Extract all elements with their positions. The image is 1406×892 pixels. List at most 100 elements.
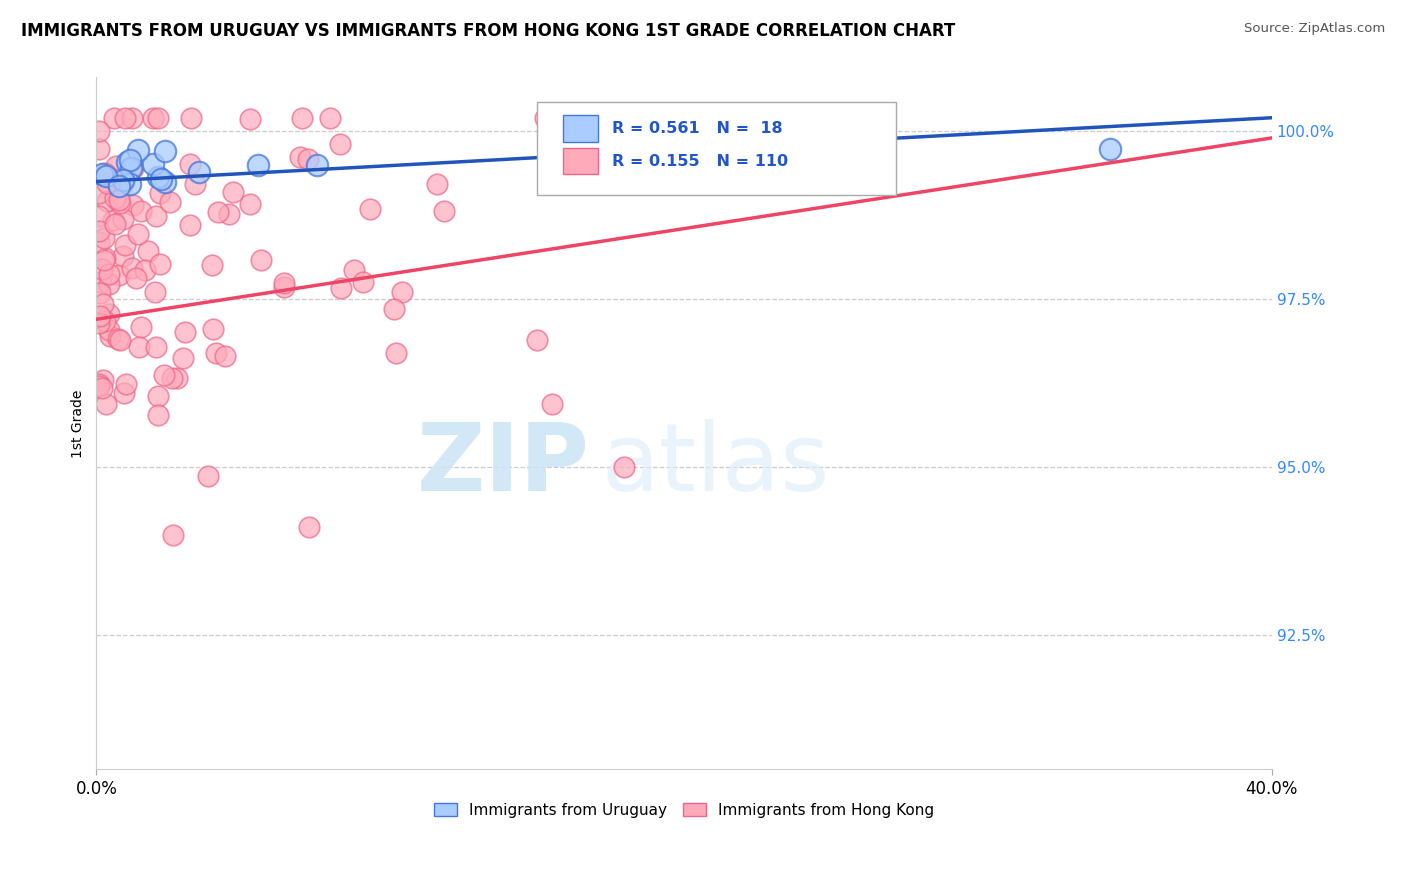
Point (89, 275, 111, 289)
Point (127, 227, 149, 241)
Point (120, 161, 142, 175)
Point (1099, 142, 1122, 156)
Point (143, 285, 166, 300)
Point (91, 167, 114, 181)
Point (108, 268, 131, 283)
Point (173, 325, 195, 339)
Point (329, 137, 352, 152)
Point (188, 165, 211, 179)
Point (152, 368, 174, 383)
Point (89, 286, 111, 301)
Point (129, 319, 152, 334)
Y-axis label: 1st Grade: 1st Grade (72, 389, 86, 458)
Point (93, 253, 115, 268)
Point (91, 373, 114, 387)
Point (89, 224, 111, 238)
Point (149, 186, 172, 200)
Point (197, 469, 219, 483)
Point (172, 351, 194, 366)
Point (104, 191, 127, 205)
Point (114, 376, 136, 391)
Point (298, 519, 321, 533)
Point (184, 177, 207, 191)
Point (125, 270, 148, 285)
Point (115, 155, 138, 169)
Point (150, 172, 173, 186)
Point (97, 277, 120, 291)
Point (297, 152, 319, 166)
Point (111, 249, 134, 263)
Point (145, 340, 167, 354)
Point (179, 157, 201, 171)
Point (145, 210, 167, 224)
Point (305, 158, 328, 172)
Point (110, 195, 132, 210)
Point (330, 281, 353, 295)
Point (162, 528, 184, 542)
Point (98, 328, 121, 343)
Point (90, 381, 112, 395)
Point (89, 309, 111, 323)
Point (94, 397, 117, 411)
Point (155, 145, 177, 159)
Point (94, 314, 117, 328)
Text: Source: ZipAtlas.com: Source: ZipAtlas.com (1244, 22, 1385, 36)
Legend: Immigrants from Uruguay, Immigrants from Hong Kong: Immigrants from Uruguay, Immigrants from… (429, 797, 941, 824)
Point (96, 176, 118, 190)
Point (114, 176, 136, 190)
Point (105, 159, 128, 173)
Point (204, 346, 226, 360)
Point (384, 346, 406, 360)
Point (288, 150, 311, 164)
Point (162, 370, 184, 384)
Point (352, 275, 374, 289)
Point (89, 186, 111, 201)
Point (149, 257, 172, 271)
Point (127, 144, 149, 158)
Point (159, 195, 181, 210)
Point (343, 262, 366, 277)
Point (114, 111, 136, 125)
Point (526, 333, 548, 347)
Point (118, 153, 141, 167)
Bar (562, 148, 599, 174)
Point (250, 252, 273, 267)
Point (613, 460, 636, 475)
Text: R = 0.155   N = 110: R = 0.155 N = 110 (613, 153, 789, 169)
Point (214, 349, 236, 363)
Text: R = 0.561   N =  18: R = 0.561 N = 18 (613, 121, 783, 136)
Text: atlas: atlas (602, 419, 830, 511)
Point (146, 389, 169, 403)
Point (180, 111, 202, 125)
Point (107, 193, 129, 207)
Point (273, 276, 295, 290)
Point (114, 238, 136, 252)
Point (142, 111, 165, 125)
Point (534, 111, 557, 125)
Point (101, 213, 124, 227)
Point (291, 111, 314, 125)
Point (112, 173, 135, 187)
Point (89, 124, 111, 138)
Point (97, 267, 120, 281)
Point (89, 316, 111, 330)
Point (134, 263, 156, 277)
Point (89, 235, 111, 249)
Point (129, 204, 152, 219)
Point (89, 377, 111, 392)
Point (201, 258, 224, 272)
Point (221, 185, 243, 199)
Point (93, 231, 115, 245)
Point (426, 177, 449, 191)
FancyBboxPatch shape (537, 102, 896, 195)
Point (98, 307, 121, 321)
Point (111, 212, 134, 227)
Point (91, 297, 114, 311)
Point (112, 386, 135, 401)
Point (97, 323, 120, 337)
Point (94, 169, 117, 184)
Point (179, 218, 201, 232)
Point (107, 179, 129, 194)
Point (94, 166, 117, 180)
Point (359, 202, 381, 216)
